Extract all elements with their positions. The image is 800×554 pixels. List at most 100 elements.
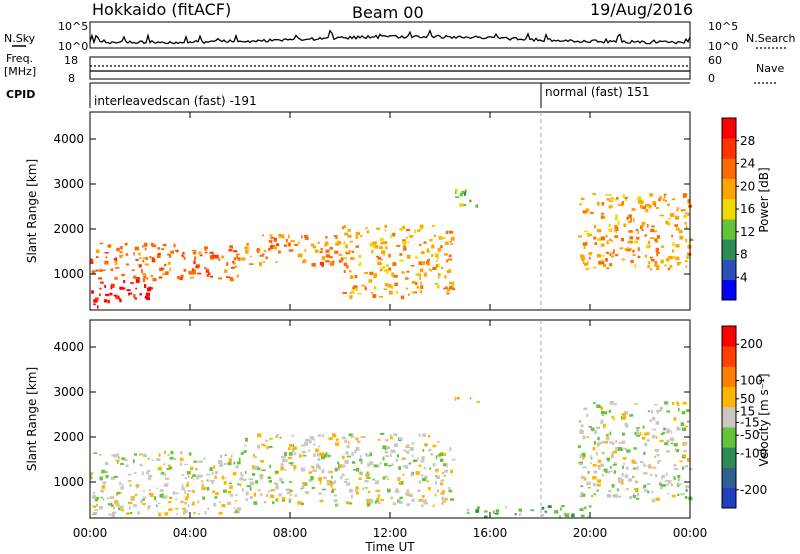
echo-cell [371,250,374,254]
echo-cell [261,443,265,446]
echo-cell [239,472,243,475]
echo-cell [192,270,196,275]
echo-cell [236,507,242,511]
echo-cell [164,495,168,498]
echo-cell [448,230,454,234]
echo-cell [147,457,150,460]
echo-cell [585,208,590,213]
echo-cell [281,497,286,500]
echo-cell [654,264,658,267]
echo-cell [583,230,588,233]
echo-cell [608,409,612,413]
echo-cell [204,247,207,251]
echo-cell [611,484,615,488]
echo-cell [105,293,109,297]
echo-cell [598,260,603,265]
echo-cell [392,262,397,266]
echo-cell [133,294,136,299]
echo-cell [364,286,367,291]
echo-cell [673,417,677,421]
echo-cell [100,281,104,284]
echo-cell [600,419,604,423]
y-tick-label: 4000 [53,340,84,354]
echo-cell [660,486,663,490]
echo-cell [674,467,679,471]
echo-cell [672,401,675,405]
echo-cell [135,484,140,488]
echo-cell [385,455,389,458]
echo-cell [592,464,597,467]
echo-cell [147,477,152,481]
echo-cell [333,499,338,502]
echo-cell [214,475,217,479]
echo-cell [362,487,364,490]
echo-cell [577,445,581,449]
echo-cell [684,221,687,225]
echo-cell [107,497,110,500]
echo-cell [448,487,451,490]
echo-cell [206,479,209,482]
echo-cell [666,450,670,453]
echo-cell [235,465,239,469]
echo-cell [579,203,582,206]
echo-cell [414,229,417,234]
echo-cell [464,192,466,196]
echo-cell [592,447,596,451]
echo-cell [613,249,615,254]
echo-cell [632,467,637,470]
echo-cell [257,489,261,492]
echo-cell [624,474,629,479]
echo-cell [369,461,374,466]
echo-cell [163,484,169,487]
echo-cell [114,276,118,280]
echo-cell [344,257,347,260]
echo-cell [95,256,99,258]
echo-cell [313,438,315,441]
echo-cell [359,436,365,438]
echo-cell [346,445,350,449]
echo-cell [168,508,173,511]
velocity-ylabel: Slant Range [km] [25,367,39,471]
echo-cell [376,497,380,501]
echo-cell [448,254,452,258]
echo-cell [152,278,157,282]
echo-cell [667,217,672,220]
echo-cell [586,232,591,235]
echo-cell [494,513,499,515]
echo-cell [270,489,275,492]
echo-cell [644,489,648,492]
echo-cell [600,236,605,241]
echo-cell [278,493,282,497]
echo-cell [330,263,332,267]
echo-cell [359,454,362,459]
echo-cell [343,224,346,229]
echo-cell [666,439,670,443]
echo-cell [359,458,363,462]
echo-cell [96,503,98,507]
x-tick-label: 00:00 [73,526,108,540]
echo-cell [358,263,361,267]
echo-cell [649,473,653,477]
echo-cell [207,507,210,511]
echo-cell [418,433,421,437]
echo-cell [612,464,617,466]
echo-cell [423,443,428,446]
echo-cell [476,510,479,513]
echo-cell [441,236,446,240]
echo-cell [272,245,277,250]
echo-cell [427,258,430,262]
echo-cell [596,404,601,408]
echo-cell [278,234,283,238]
echo-cell [111,513,115,518]
echo-cell [338,241,342,245]
echo-cell [118,507,121,511]
echo-cell [674,448,677,452]
echo-cell [411,498,415,502]
echo-cell [235,509,238,514]
echo-cell [91,270,96,274]
echo-cell [201,485,205,490]
echo-cell [332,260,335,263]
echo-cell [115,459,120,462]
echo-region-4 [577,401,693,503]
